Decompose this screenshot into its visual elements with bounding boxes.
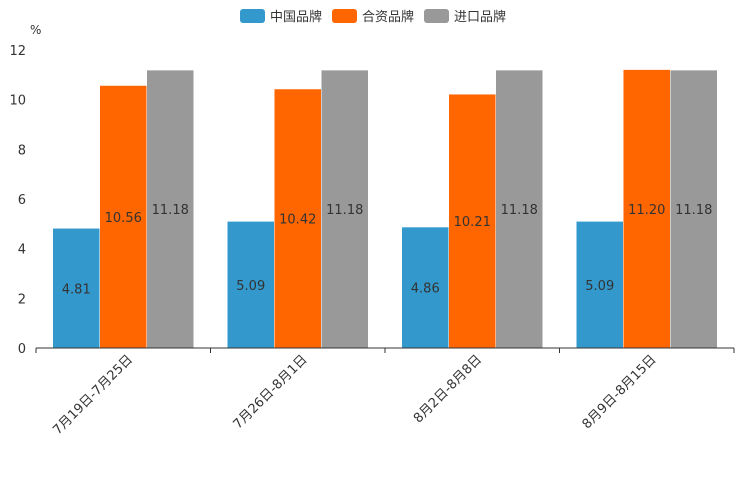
y-tick-label: 10 [9,94,26,109]
bar [670,70,717,348]
y-axis-ticks: 0 2 4 6 8 10 12 [9,44,26,357]
legend-label: 进口品牌 [454,9,506,25]
legend: 中国品牌 合资品牌 进口品牌 [240,9,506,25]
y-tick-label: 2 [18,292,26,307]
y-tick-label: 8 [18,143,26,158]
y-tick-label: 6 [18,193,26,208]
legend-swatch [424,9,449,23]
x-category-label: 8月9日-8月15日 [580,352,660,432]
data-label: 11.20 [628,203,665,218]
bar [147,70,194,348]
data-label: 10.21 [454,215,491,230]
data-label: 11.18 [152,203,189,218]
bar [274,89,321,348]
x-category-label: 7月26日-8月1日 [231,352,311,432]
y-axis-unit-label: % [30,23,41,37]
data-label: 4.86 [411,282,440,297]
legend-label: 中国品牌 [270,9,322,25]
data-labels: 4.81 10.56 11.18 5.09 10.42 11.18 4.86 10.21 11.… [62,203,713,297]
data-label: 11.18 [675,203,712,218]
bar [576,221,623,348]
legend-swatch [240,9,265,23]
data-label: 5.09 [585,279,614,294]
bar [321,70,368,348]
data-label: 11.18 [501,203,538,218]
bar [100,85,147,348]
data-label: 4.81 [62,282,91,297]
y-tick-label: 0 [18,342,26,357]
x-category-label: 8月2日-8月8日 [411,352,485,426]
bar [227,221,274,348]
bars [53,69,717,349]
data-label: 10.56 [105,211,142,226]
bar [449,94,496,349]
data-label: 11.18 [326,203,363,218]
bar [402,227,449,348]
data-label: 5.09 [236,279,265,294]
bar [53,228,100,348]
legend-swatch [332,9,357,23]
y-tick-label: 4 [18,243,26,258]
x-category-label: 7月19日-7月25日 [50,352,136,438]
y-tick-label: 12 [9,44,26,59]
x-axis-ticks: 7月19日-7月25日 7月26日-8月1日 8月2日-8月8日 8月9日-8月15日 [35,348,735,438]
data-label: 10.42 [279,213,316,228]
bar [623,69,670,348]
bar [496,70,543,348]
legend-label: 合资品牌 [362,9,414,25]
